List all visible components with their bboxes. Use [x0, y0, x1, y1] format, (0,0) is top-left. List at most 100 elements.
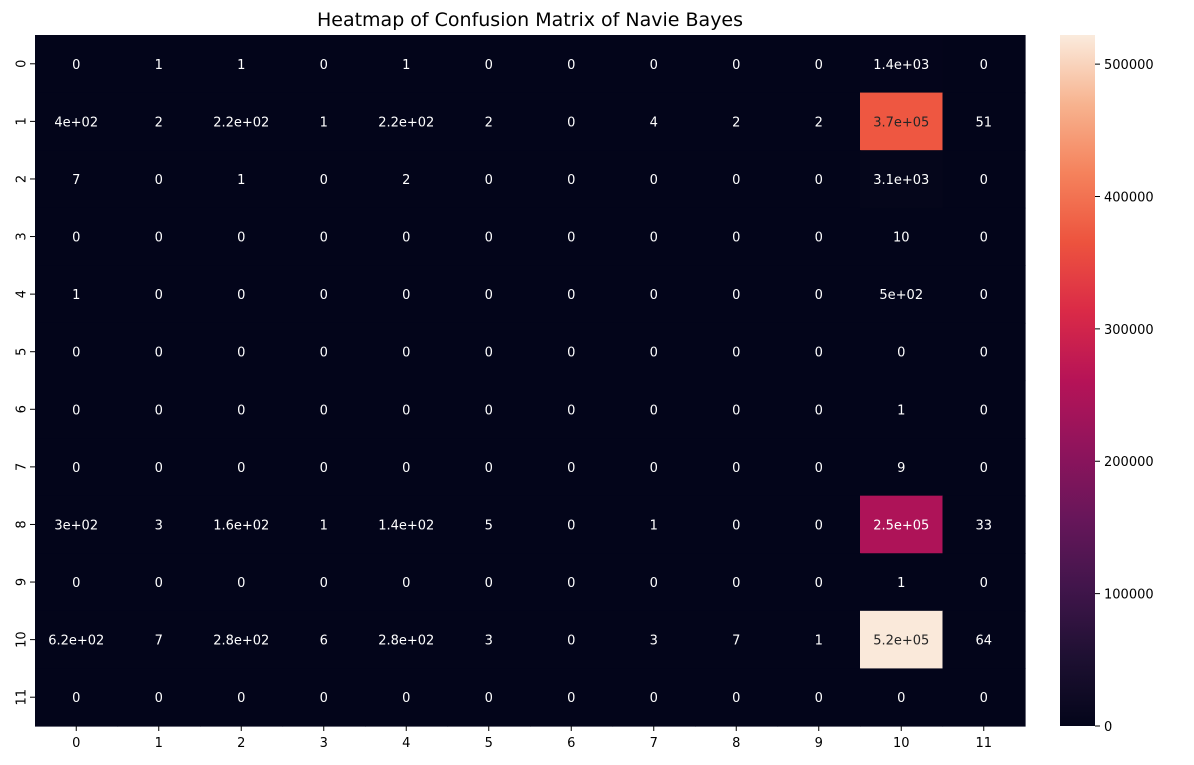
cell-annotation-7-6: 0	[567, 461, 575, 476]
cell-annotation-11-11: 0	[980, 691, 988, 706]
cell-annotation-3-6: 0	[567, 231, 575, 246]
cell-annotation-6-0: 0	[72, 403, 80, 418]
x-tick-label-11: 11	[975, 736, 992, 751]
cell-annotation-2-11: 0	[980, 173, 988, 188]
cell-annotation-5-2: 0	[237, 346, 245, 361]
heatmap-cell-7-3	[282, 438, 366, 497]
cell-annotation-8-4: 1.4e+02	[378, 518, 434, 533]
heatmap-cell-5-8	[695, 322, 779, 382]
heatmap-cell-6-9	[777, 380, 861, 439]
heatmap-cell-6-11	[942, 380, 1026, 439]
heatmap-cell-4-4	[365, 265, 449, 324]
heatmap-cell-6-3	[282, 380, 366, 439]
heatmap-cell-10-10	[860, 610, 944, 670]
colorbar-tick-label-1: 100000	[1104, 588, 1154, 603]
cell-annotation-4-8: 0	[732, 288, 740, 303]
cell-annotation-11-3: 0	[320, 691, 328, 706]
colorbar-gradient	[1060, 35, 1095, 726]
y-tick-label-5: 5	[15, 348, 30, 356]
y-tick-label-2: 2	[15, 175, 30, 183]
heatmap-cell-8-3	[282, 495, 366, 554]
cell-annotation-9-6: 0	[567, 576, 575, 591]
colorbar-tick-label-5: 500000	[1104, 58, 1154, 73]
heatmap-cell-7-2	[200, 438, 284, 497]
cell-annotation-3-2: 0	[237, 231, 245, 246]
cell-annotation-3-7: 0	[650, 231, 658, 246]
y-tick-label-8: 8	[15, 520, 30, 528]
cell-annotation-1-7: 4	[650, 115, 658, 130]
heatmap-cell-0-8	[695, 35, 779, 94]
cell-annotation-5-4: 0	[402, 346, 410, 361]
heatmap-cell-10-8	[695, 610, 779, 670]
heatmap-cell-1-4	[365, 92, 449, 151]
heatmap-cell-3-10	[860, 207, 944, 266]
heatmap-cell-11-7	[612, 668, 696, 727]
cell-annotation-4-2: 0	[237, 288, 245, 303]
cell-annotation-9-0: 0	[72, 576, 80, 591]
cell-annotation-7-1: 0	[155, 461, 163, 476]
cell-annotation-5-11: 0	[980, 346, 988, 361]
heatmap-cell-9-2	[200, 553, 284, 612]
cell-annotation-4-9: 0	[815, 288, 823, 303]
heatmap-cell-5-0	[35, 322, 119, 382]
cell-annotation-0-4: 1	[402, 58, 410, 73]
heatmap-cell-3-5	[447, 207, 531, 266]
heatmap-cell-2-5	[447, 150, 531, 209]
y-tick-label-7: 7	[15, 463, 30, 471]
cell-annotation-3-10: 10	[893, 231, 910, 246]
cell-annotation-4-3: 0	[320, 288, 328, 303]
cell-annotation-9-1: 0	[155, 576, 163, 591]
cell-annotation-8-2: 1.6e+02	[213, 518, 269, 533]
cell-annotation-0-5: 0	[485, 58, 493, 73]
cell-annotation-5-9: 0	[815, 346, 823, 361]
cell-annotation-1-4: 2.2e+02	[378, 115, 434, 130]
cell-annotation-10-1: 7	[155, 634, 163, 649]
cell-annotation-6-1: 0	[155, 403, 163, 418]
heatmap-cell-10-0	[35, 610, 119, 670]
cell-annotation-4-7: 0	[650, 288, 658, 303]
cell-annotation-0-0: 0	[72, 58, 80, 73]
heatmap-cell-4-7	[612, 265, 696, 324]
heatmap-cell-2-8	[695, 150, 779, 209]
heatmap-cell-5-3	[282, 322, 366, 382]
heatmap-cell-8-2	[200, 495, 284, 554]
cell-annotation-11-6: 0	[567, 691, 575, 706]
heatmap-cell-9-4	[365, 553, 449, 612]
heatmap-cell-0-4	[365, 35, 449, 94]
y-axis: 0 1 2 3 4 5 6 7 8 9 10 11	[15, 60, 35, 706]
heatmap-cell-1-2	[200, 92, 284, 151]
heatmap-cell-10-9	[777, 610, 861, 670]
heatmap-cell-3-8	[695, 207, 779, 266]
y-tick-label-3: 3	[15, 232, 30, 240]
cell-annotation-3-5: 0	[485, 231, 493, 246]
cell-annotation-8-8: 0	[732, 518, 740, 533]
heatmap-cell-1-11	[942, 92, 1026, 151]
heatmap-cell-11-11	[942, 668, 1026, 727]
cell-annotation-4-5: 0	[485, 288, 493, 303]
y-tick-label-11: 11	[15, 689, 30, 706]
heatmap-cell-10-11	[942, 610, 1026, 670]
heatmap-cell-3-0	[35, 207, 119, 266]
y-tick-label-10: 10	[15, 631, 30, 648]
cell-annotation-9-10: 1	[897, 576, 905, 591]
cell-annotation-5-5: 0	[485, 346, 493, 361]
y-tick-label-9: 9	[15, 578, 30, 586]
heatmap-cell-0-9	[777, 35, 861, 94]
cell-annotation-1-2: 2.2e+02	[213, 115, 269, 130]
cell-annotation-5-3: 0	[320, 346, 328, 361]
cell-annotation-9-3: 0	[320, 576, 328, 591]
cell-annotation-10-4: 2.8e+02	[378, 634, 434, 649]
heatmap-cell-2-3	[282, 150, 366, 209]
heatmap-cell-2-1	[117, 150, 201, 209]
heatmap-cell-2-4	[365, 150, 449, 209]
heatmap-cell-11-3	[282, 668, 366, 727]
cell-annotation-10-3: 6	[320, 634, 328, 649]
cell-annotation-7-10: 9	[897, 461, 905, 476]
heatmap-cell-0-0	[35, 35, 119, 94]
heatmap-cells	[35, 35, 1026, 727]
heatmap-cell-10-7	[612, 610, 696, 670]
x-tick-label-2: 2	[237, 736, 245, 751]
heatmap-cell-4-6	[530, 265, 614, 324]
heatmap-cell-8-4	[365, 495, 449, 554]
heatmap-cell-1-10	[860, 92, 944, 151]
